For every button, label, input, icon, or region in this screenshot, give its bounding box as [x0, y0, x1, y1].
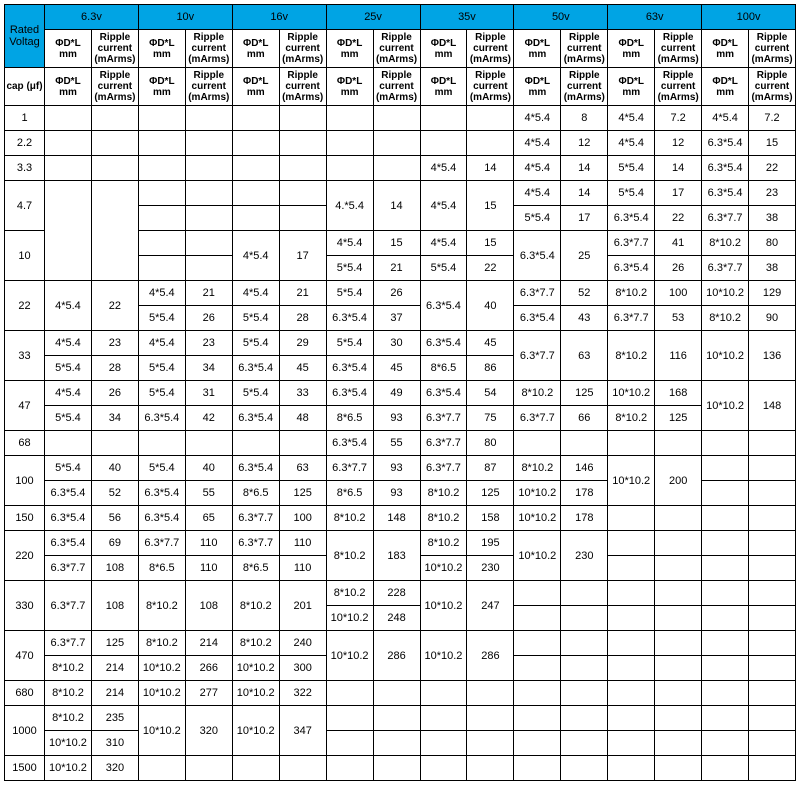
header-10v: 10v [138, 5, 232, 30]
header-63v: 63v [608, 5, 702, 30]
header-35v: 35v [420, 5, 514, 30]
header-rated: Rated Voltag [5, 5, 45, 68]
header-50v: 50v [514, 5, 608, 30]
header-25v: 25v [326, 5, 420, 30]
header-6.3v: 6.3v [45, 5, 139, 30]
sub-dl: ΦD*L mm [45, 30, 92, 68]
sub-rc: Ripple current (mArms) [91, 30, 138, 68]
table-body: 14*5.484*5.47.24*5.47.2 2.24*5.4124*5.41… [5, 106, 796, 781]
header-100v: 100v [702, 5, 796, 30]
header-16v: 16v [232, 5, 326, 30]
cap-cell: 1 [5, 106, 45, 131]
header-cap: cap (μf) [5, 68, 45, 106]
capacitor-spec-table: Rated Voltag 6.3v 10v 16v 25v 35v 50v 63… [4, 4, 796, 781]
